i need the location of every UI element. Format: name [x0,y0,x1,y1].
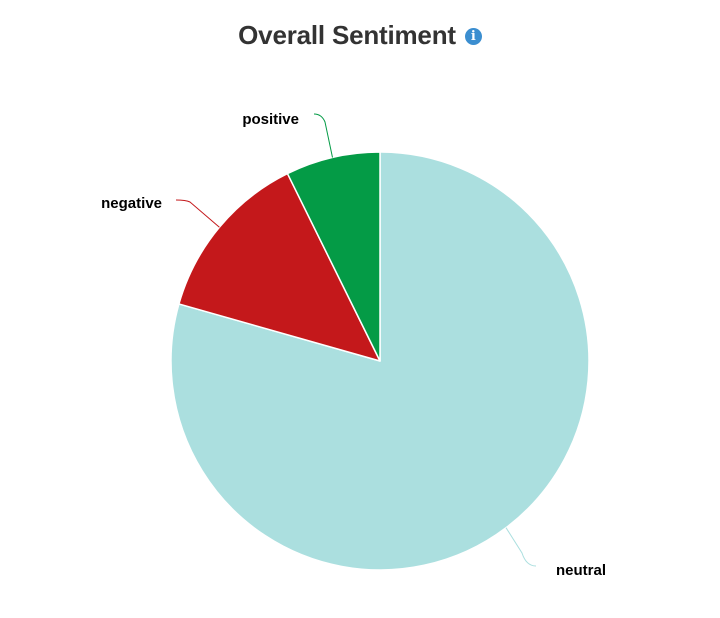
connector-negative [175,199,220,228]
pie-slice-neutral[interactable] [170,151,590,571]
pie-slice-negative[interactable] [178,172,381,362]
chart-title: Overall Sentiment [238,20,456,50]
slice-label-positive: positive [242,111,299,128]
info-icon[interactable]: i [464,28,482,45]
connector-neutral [505,527,537,567]
title-row: Overall Sentiment i [0,20,720,51]
connector-positive [313,113,333,158]
slice-label-neutral: neutral [556,562,606,579]
slice-label-negative: negative [101,195,162,212]
